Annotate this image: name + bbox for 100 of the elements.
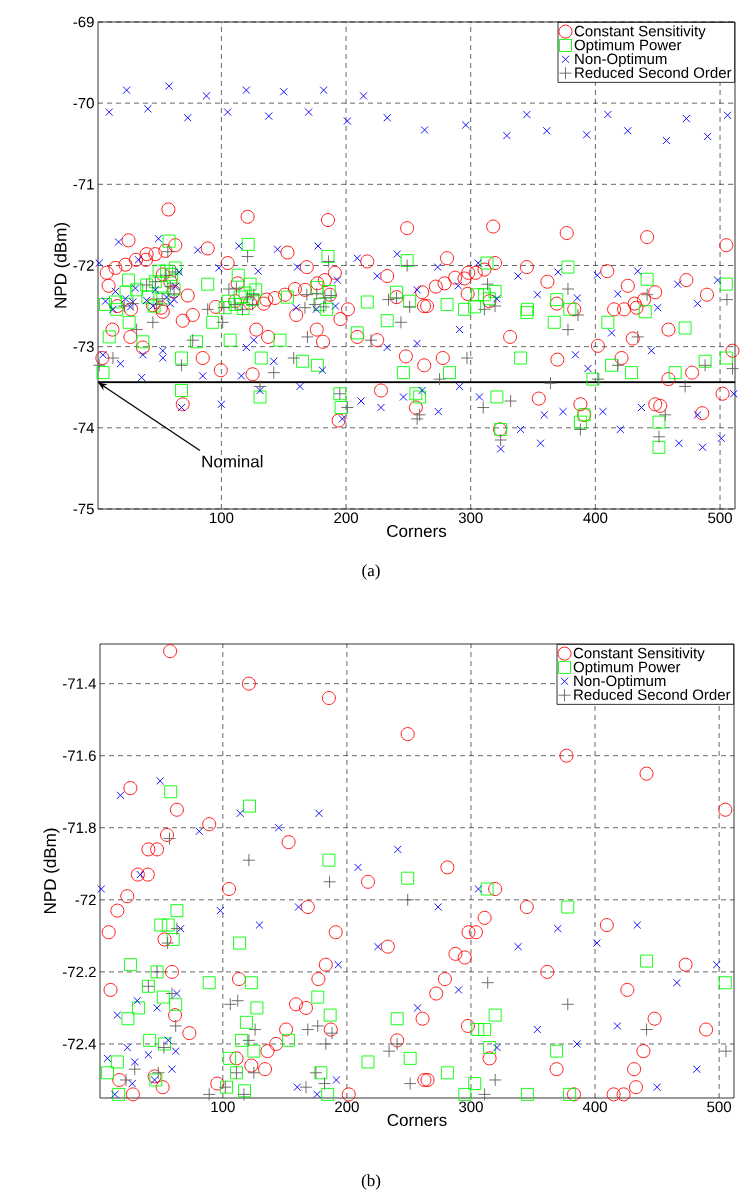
point	[234, 1033, 248, 1047]
point	[471, 1023, 485, 1036]
point	[299, 1080, 313, 1094]
point	[149, 1073, 163, 1087]
point	[242, 853, 256, 867]
point	[156, 776, 165, 785]
point	[248, 1023, 262, 1036]
y-tick-label: -72	[75, 894, 96, 906]
point	[110, 1090, 119, 1099]
point	[123, 958, 137, 972]
y-tick-label: -71.6	[62, 750, 96, 761]
point	[113, 1011, 122, 1020]
point	[323, 875, 336, 889]
point	[561, 997, 575, 1011]
point	[123, 1043, 132, 1052]
point	[640, 954, 653, 968]
point	[613, 1021, 622, 1030]
point	[474, 885, 483, 893]
y-axis-title: NPD (dBm)	[54, 223, 70, 308]
legend-label: Reduced Second Order	[574, 689, 731, 701]
point	[128, 1079, 137, 1088]
y-tick-label: -71.8	[62, 822, 96, 834]
y-tick-label: -73	[73, 341, 94, 352]
point	[243, 799, 256, 813]
point	[334, 960, 343, 969]
point	[561, 900, 575, 914]
point	[158, 1037, 171, 1051]
y-tick-label: -71	[73, 179, 94, 190]
point	[493, 1043, 502, 1052]
point	[550, 1044, 564, 1058]
point	[301, 1023, 315, 1036]
point	[692, 1065, 701, 1074]
point	[161, 936, 175, 950]
point	[255, 921, 264, 930]
point	[401, 893, 415, 907]
point	[167, 1065, 176, 1074]
point	[318, 1077, 332, 1091]
point	[242, 1033, 256, 1047]
point	[161, 918, 175, 932]
point	[401, 871, 415, 885]
point	[458, 1087, 472, 1101]
point	[533, 1025, 542, 1034]
point	[170, 904, 184, 918]
point	[172, 989, 181, 998]
y-axis-title: NPD (dBm)	[43, 828, 60, 914]
point	[454, 985, 463, 994]
legend-label: Constant Sensitivity	[574, 25, 706, 40]
point	[478, 1023, 492, 1036]
point	[440, 1066, 454, 1080]
point	[153, 1003, 162, 1012]
point	[592, 939, 601, 948]
y-tick-label: -72.2	[62, 966, 96, 978]
point	[382, 1044, 396, 1058]
point	[144, 1050, 153, 1059]
point	[233, 936, 247, 950]
x-tick-label: 100	[210, 512, 234, 524]
x-tick-label: 200	[334, 512, 358, 524]
point	[132, 1001, 145, 1015]
point	[202, 976, 216, 990]
point	[313, 1090, 322, 1099]
point	[164, 785, 178, 799]
point	[293, 1083, 302, 1092]
point	[116, 791, 125, 800]
point	[319, 1037, 333, 1051]
point	[128, 1062, 142, 1076]
point	[164, 1036, 173, 1045]
point	[354, 863, 363, 872]
point	[434, 903, 443, 912]
point	[478, 1087, 492, 1101]
point	[151, 1066, 165, 1080]
point	[202, 1087, 216, 1101]
y-tick-label: -74	[73, 422, 95, 433]
point	[332, 1075, 341, 1084]
point	[563, 1087, 577, 1101]
legend-label: Reduced Second Order	[575, 67, 732, 79]
y-tick-label: -75	[73, 503, 94, 515]
x-tick-label: 300	[459, 1101, 483, 1113]
point	[156, 990, 170, 1004]
point	[223, 997, 237, 1011]
point	[321, 1087, 335, 1101]
point	[315, 809, 323, 818]
legend-label: Non-Optimum	[575, 53, 667, 68]
point	[103, 1054, 112, 1063]
point	[143, 1033, 157, 1047]
point	[718, 976, 732, 990]
point	[322, 853, 336, 867]
x-tick-label: 400	[582, 1101, 607, 1113]
point	[239, 1015, 253, 1029]
point	[514, 942, 523, 951]
legend-label: Constant Sensitivity	[573, 647, 705, 662]
point	[165, 987, 179, 1000]
y-tick-label: -71.4	[62, 678, 97, 689]
point	[121, 1012, 135, 1026]
legend-label: Optimum Power	[573, 661, 681, 676]
point	[325, 1026, 339, 1040]
x-tick-label: 500	[708, 512, 732, 524]
point	[170, 922, 184, 936]
point	[314, 1066, 328, 1080]
point	[361, 1055, 375, 1069]
point	[403, 1051, 417, 1065]
